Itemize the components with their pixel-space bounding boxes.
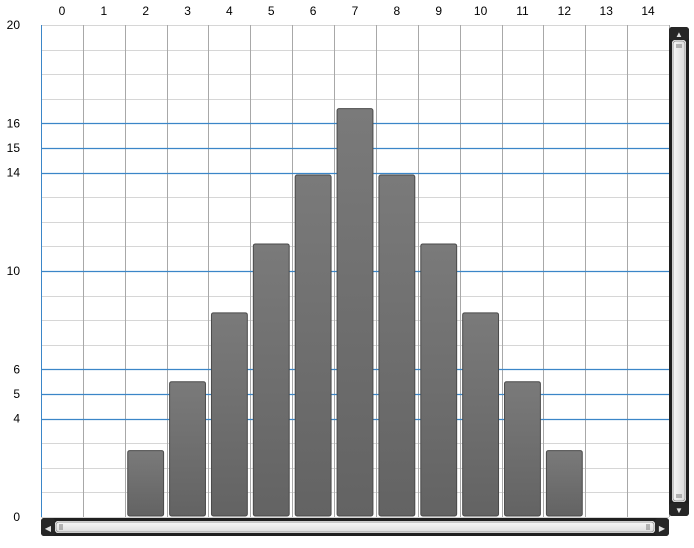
bar-7 [336, 108, 374, 517]
x-tick-label: 2 [142, 4, 149, 18]
scroll-left-button[interactable]: ◀ [41, 518, 55, 536]
bar-9 [420, 243, 458, 517]
vertical-scrollbar[interactable]: ▲ ▼ [669, 27, 689, 516]
x-tick-label: 0 [59, 4, 66, 18]
x-tick-label: 8 [394, 4, 401, 18]
x-tick-label: 11 [516, 4, 529, 18]
x-tick-label: 7 [352, 4, 359, 18]
bar-12 [545, 450, 583, 517]
x-tick-label: 10 [474, 4, 488, 18]
x-tick-label: 5 [268, 4, 275, 18]
y-tick-label: 6 [13, 362, 20, 376]
vertical-scroll-thumb[interactable] [672, 40, 686, 502]
bar-8 [378, 174, 416, 517]
x-tick-label: 12 [558, 4, 572, 18]
y-tick-label: 15 [7, 141, 21, 155]
x-tick-label: 3 [184, 4, 191, 18]
x-tick-label: 4 [226, 4, 233, 18]
scroll-up-button[interactable]: ▲ [669, 27, 689, 40]
y-tick-label: 20 [7, 18, 21, 32]
bar-4 [210, 312, 248, 517]
scroll-up-icon: ▲ [675, 30, 683, 39]
x-tick-label: 9 [435, 4, 442, 18]
y-tick-label: 0 [13, 510, 20, 524]
y-tick-label: 4 [13, 412, 20, 426]
bars [127, 108, 583, 517]
y-tick-label: 14 [7, 166, 21, 180]
horizontal-scrollbar[interactable]: ◀ ▶ [41, 518, 669, 536]
y-tick-label: 16 [7, 116, 21, 130]
bar-3 [169, 381, 206, 517]
x-tick-label: 13 [600, 4, 614, 18]
x-tick-label: 6 [310, 4, 317, 18]
y-tick-label: 10 [7, 264, 21, 278]
bar-10 [462, 312, 500, 517]
bar-5 [252, 243, 290, 517]
scroll-right-icon: ▶ [659, 524, 666, 533]
x-axis-tick-labels: 0 1 2 3 4 5 6 7 8 9 10 11 12 13 14 [59, 4, 655, 18]
bar-6 [294, 174, 332, 517]
scroll-left-icon: ◀ [45, 524, 52, 533]
bar-2 [127, 450, 165, 517]
x-tick-label: 1 [100, 4, 107, 18]
bar-11 [504, 381, 541, 517]
scroll-down-button[interactable]: ▼ [669, 503, 689, 516]
horizontal-scroll-thumb[interactable] [55, 521, 655, 533]
y-tick-label: 5 [13, 387, 20, 401]
scroll-right-button[interactable]: ▶ [655, 518, 669, 536]
x-tick-label: 14 [641, 4, 655, 18]
scroll-down-icon: ▼ [675, 506, 683, 515]
y-axis-tick-labels: 20 16 15 14 10 6 5 4 0 [7, 18, 21, 524]
